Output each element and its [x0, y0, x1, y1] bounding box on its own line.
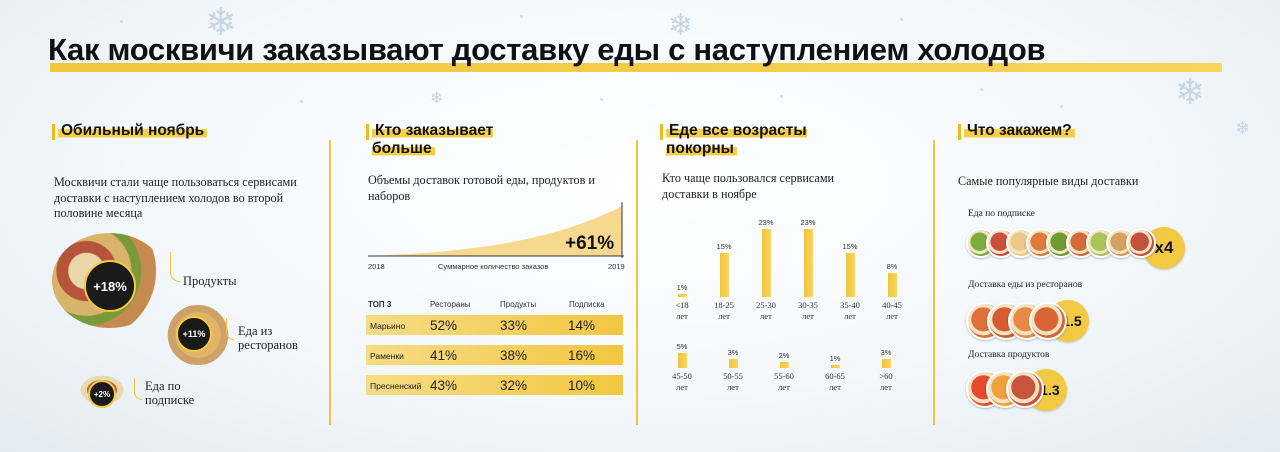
groceries-label: Продукты	[183, 274, 237, 288]
heading-marker	[958, 124, 961, 140]
snowflake-icon: ❄	[1175, 72, 1206, 113]
restaurant-badge: +11%	[176, 316, 212, 352]
snowflake-icon: ❄	[430, 88, 444, 107]
subscription-badge: +2%	[88, 380, 116, 408]
table-header-subscription: Подписка	[569, 300, 605, 309]
section-heading-who: Кто заказывает больше	[372, 122, 494, 157]
section-description: Объемы доставок готовой еды, продуктов и…	[368, 173, 595, 203]
age-bar-label: >60 лет	[879, 371, 893, 392]
age-bar	[762, 229, 771, 297]
age-bar-label: 60-65 лет	[825, 371, 845, 392]
food-plate-image	[1126, 228, 1156, 258]
subscription-label: Еда по подписке	[145, 379, 195, 407]
growth-area-chart	[368, 202, 624, 258]
table-header-restaurants: Рестораны	[430, 300, 471, 309]
section-heading-what: Что закажем?	[964, 122, 1075, 140]
column-divider	[329, 140, 331, 425]
food-plate-image	[1029, 302, 1067, 340]
connector-line	[170, 252, 180, 282]
connector-line	[226, 318, 234, 340]
food-plate-image	[1006, 370, 1044, 408]
age-bar-value: 15%	[842, 241, 858, 251]
growth-value: +61%	[565, 233, 615, 254]
delivery-type-label: Доставка продуктов	[968, 350, 1050, 360]
section-description: Кто чаще пользовался сервисами доставки …	[662, 171, 835, 201]
snowflake-icon: ❄	[205, 0, 237, 44]
growth-caption: Суммарное количество заказов	[438, 262, 549, 271]
age-bar	[888, 273, 897, 297]
heading-marker	[52, 124, 55, 140]
age-bar-value: 8%	[886, 262, 898, 272]
age-bar-label: 40-45 лет	[882, 300, 902, 321]
age-bar-label: 45-50 лет	[672, 371, 692, 392]
age-bar-label: 30-35 лет	[798, 300, 818, 321]
age-bar	[882, 359, 891, 368]
age-bar-value: 1%	[676, 283, 688, 292]
age-bar-label: 18-25 лет	[714, 300, 734, 321]
restaurant-label: Еда из ресторанов	[238, 324, 298, 352]
table-row: Марьино 52% 33% 14%	[366, 315, 623, 335]
table-row: Раменки 41% 38% 16%	[366, 345, 623, 365]
delivery-type-label: Еда по подписке	[968, 209, 1035, 219]
age-bar	[678, 353, 687, 368]
age-bar-label: 55-60 лет	[774, 371, 794, 392]
heading-marker	[366, 124, 369, 140]
column-divider	[933, 140, 935, 425]
age-bar	[846, 252, 855, 297]
section-heading-ages: Еде все возрасты покорны	[666, 122, 807, 157]
delivery-type-label: Доставка еды из ресторанов	[968, 280, 1083, 290]
growth-end-year: 2019	[608, 262, 625, 271]
age-bar	[780, 362, 789, 368]
age-bar	[678, 294, 687, 297]
age-bar-value: 15%	[716, 241, 732, 251]
age-bar-value: 5%	[676, 342, 688, 352]
age-bar	[729, 359, 738, 368]
age-bar-value: 3%	[880, 348, 892, 358]
section-description: Самые популярные виды доставки	[958, 174, 1139, 188]
age-bar-value: 1%	[829, 354, 841, 363]
table-header-top: ТОП 3	[368, 300, 392, 309]
heading-marker	[660, 124, 663, 140]
growth-start-year: 2018	[368, 262, 385, 271]
page-title: Как москвичи заказывают доставку еды с н…	[48, 32, 1046, 67]
table-row: Пресненский 43% 32% 10%	[366, 375, 623, 395]
connector-line	[134, 378, 142, 400]
age-bar	[804, 229, 813, 297]
age-bar-value: 23%	[800, 218, 816, 227]
age-bar-label: 50-55 лет	[723, 371, 743, 392]
age-bar-value: 2%	[778, 351, 790, 361]
table-header-products: Продукты	[500, 300, 537, 309]
section-description: Москвичи стали чаще пользоваться сервиса…	[54, 175, 297, 220]
column-divider	[636, 140, 638, 425]
age-bar-label: 35-40 лет	[840, 300, 860, 321]
age-bar	[831, 365, 840, 368]
snowflake-icon: ❄	[1235, 118, 1251, 139]
groceries-badge: +18%	[84, 260, 136, 312]
title-underline	[50, 63, 1222, 72]
section-heading-november: Обильный ноябрь	[58, 122, 208, 140]
age-bar-value: 23%	[758, 218, 774, 227]
age-bar-value: 3%	[727, 348, 739, 358]
age-bar-label: <18 лет	[675, 300, 689, 321]
age-bar	[720, 252, 729, 297]
snowflake-icon: ❄	[668, 8, 694, 43]
age-bar-label: 25-30 лет	[756, 300, 776, 321]
